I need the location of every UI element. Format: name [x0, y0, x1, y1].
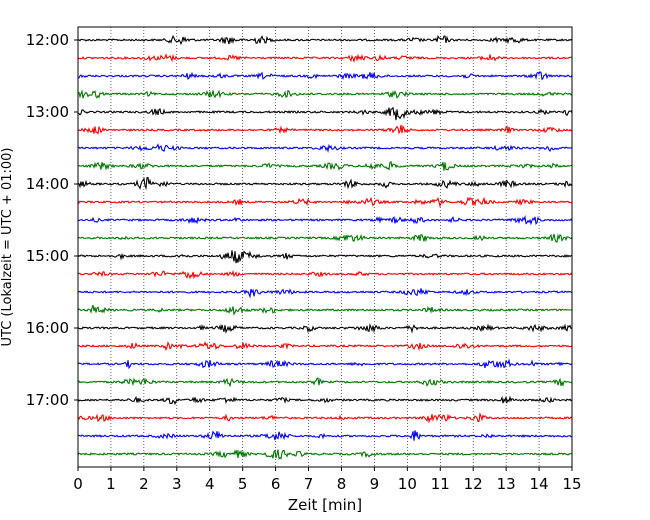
x-tick-label: 1	[106, 475, 116, 493]
x-tick-label: 6	[271, 475, 281, 493]
trace-line	[77, 70, 573, 81]
x-tick-label: 7	[304, 475, 314, 493]
trace-line	[77, 176, 573, 191]
x-axis-ticks: 0 1 2 3 4 5 6 7 8 9 10 11 12 13 14 15	[73, 467, 582, 493]
trace-line	[77, 449, 573, 460]
trace-line	[77, 196, 573, 208]
x-tick-label: 14	[530, 475, 549, 493]
trace-line	[77, 377, 573, 388]
x-tick-label: 0	[73, 475, 83, 493]
trace-line	[77, 341, 573, 352]
grid-lines	[110, 27, 540, 467]
trace-line	[77, 106, 573, 121]
trace-line	[77, 53, 573, 64]
x-tick-label: 4	[205, 475, 215, 493]
trace-line	[77, 250, 573, 264]
plot-area	[78, 27, 572, 467]
trace-line	[77, 269, 573, 280]
x-tick-label: 13	[497, 475, 516, 493]
trace-line	[77, 214, 573, 226]
x-axis-label: Zeit [min]	[288, 496, 362, 514]
x-tick-label: 2	[139, 475, 149, 493]
x-tick-label: 9	[370, 475, 380, 493]
x-tick-label: 5	[238, 475, 248, 493]
trace-line	[77, 124, 573, 135]
x-tick-label: 10	[398, 475, 417, 493]
trace-line	[77, 411, 573, 424]
trace-line	[77, 395, 573, 406]
seismic-traces	[77, 34, 573, 460]
trace-line	[77, 143, 573, 154]
trace-line	[77, 34, 573, 46]
trace-line	[77, 160, 573, 171]
trace-line	[77, 322, 573, 334]
trace-line	[77, 430, 573, 441]
y-tick-label: 14:00	[26, 175, 69, 193]
x-tick-label: 12	[464, 475, 483, 493]
y-axis-ticks: 12:00 13:00 14:00 15:00 16:00 17:00	[26, 31, 78, 409]
x-tick-label: 11	[431, 475, 450, 493]
x-tick-label: 8	[337, 475, 347, 493]
x-tick-label: 15	[562, 475, 581, 493]
y-tick-label: 12:00	[26, 31, 69, 49]
y-tick-label: 17:00	[26, 391, 69, 409]
plot-frame	[77, 26, 573, 468]
y-tick-label: 13:00	[26, 103, 69, 121]
y-axis-label: UTC (Lokalzeit = UTC + 01:00)	[0, 148, 15, 347]
trace-line	[77, 233, 573, 243]
trace-line	[77, 288, 573, 299]
x-tick-label: 3	[172, 475, 182, 493]
trace-line	[77, 304, 573, 316]
trace-line	[77, 89, 573, 99]
y-tick-label: 16:00	[26, 319, 69, 337]
trace-line	[77, 358, 573, 370]
y-tick-label: 15:00	[26, 247, 69, 265]
